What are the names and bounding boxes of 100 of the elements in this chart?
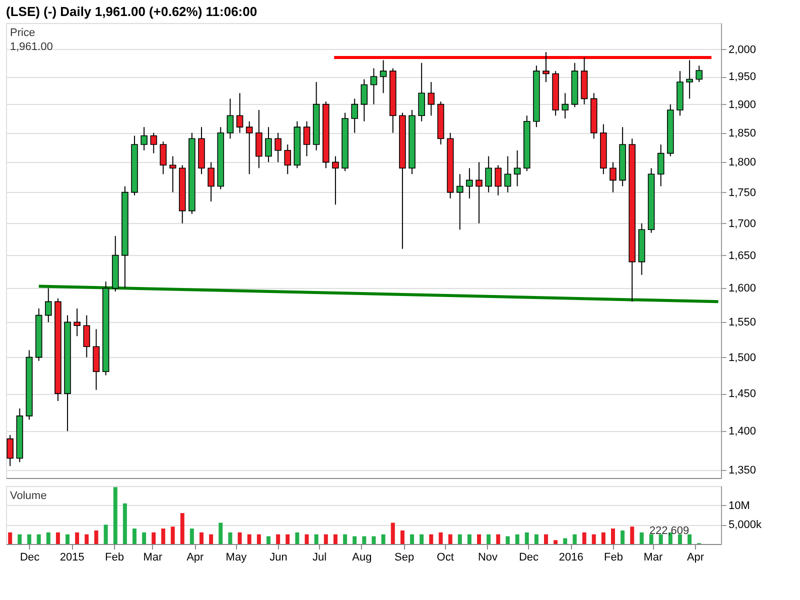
y-tick-label: 2,000 — [728, 44, 756, 56]
x-tick-label: 2015 — [60, 552, 84, 564]
x-tick-label: Nov — [478, 552, 498, 564]
bar — [630, 526, 634, 544]
bar — [410, 534, 414, 544]
bar — [420, 534, 424, 544]
y-tick-label: 1,900 — [728, 98, 756, 111]
bar — [324, 534, 328, 544]
candlestick — [160, 141, 167, 175]
annotation: 1,961.00 — [10, 41, 53, 53]
bar — [56, 532, 60, 544]
candlestick — [456, 174, 464, 230]
candlestick — [74, 308, 80, 337]
bar — [438, 532, 443, 544]
bar — [238, 532, 242, 544]
y-tick-label: 1,950 — [728, 71, 756, 84]
bar — [352, 536, 357, 544]
candlestick — [332, 156, 339, 206]
candlestick — [476, 162, 482, 224]
candlestick — [351, 98, 358, 134]
bar — [688, 534, 692, 544]
bar — [286, 534, 290, 544]
bar — [295, 532, 300, 544]
bar — [132, 528, 137, 544]
candlestick — [360, 78, 368, 122]
bar — [122, 503, 127, 544]
bar — [486, 534, 491, 544]
x-tick-label: Mar — [644, 552, 663, 564]
x-tick-label: Feb — [604, 552, 623, 564]
y-tick-label: 1,550 — [728, 316, 756, 329]
bar — [372, 536, 376, 544]
y-tick-label: 10M — [728, 500, 750, 512]
bar — [554, 540, 558, 544]
bar — [572, 534, 577, 544]
y-tick-label: 1,750 — [728, 186, 756, 199]
bar — [524, 532, 529, 544]
candlestick — [657, 144, 664, 187]
x-tick-label: Sep — [394, 552, 414, 564]
candlestick — [696, 65, 703, 83]
y-tick-label: 1,700 — [728, 218, 756, 230]
bar — [506, 536, 510, 544]
bar — [534, 534, 538, 544]
bar — [496, 534, 500, 544]
bar — [199, 532, 204, 544]
x-tick-label: Apr — [686, 552, 704, 564]
bar — [142, 532, 146, 544]
candlestick — [303, 120, 310, 157]
bar — [170, 526, 175, 544]
bar — [94, 530, 98, 544]
chart-title: (LSE) (-) Daily 1,961.00 (+0.62%) 11:06:00 — [6, 4, 258, 19]
bar — [477, 534, 482, 544]
candlestick — [686, 60, 693, 100]
bar — [582, 532, 586, 544]
bar — [592, 534, 596, 544]
candlestick — [169, 156, 176, 193]
bar — [180, 513, 184, 544]
candlestick — [370, 68, 378, 105]
x-tick-label: Dec — [20, 552, 40, 564]
bar — [247, 534, 252, 544]
bar — [314, 534, 318, 544]
candlestick — [562, 92, 569, 119]
candlestick — [6, 434, 14, 467]
y-tick-label: 1,650 — [728, 250, 756, 262]
y-tick-label: 1,600 — [728, 282, 756, 295]
y-tick-label: 1,500 — [728, 352, 756, 364]
candlestick — [428, 82, 435, 116]
candlestick — [44, 288, 52, 323]
candlestick — [610, 162, 616, 193]
candlestick — [265, 126, 272, 163]
bar — [467, 534, 472, 544]
bar — [218, 522, 223, 544]
x-tick-label: Jul — [312, 552, 327, 564]
candlestick — [226, 98, 234, 140]
candlestick — [208, 162, 214, 202]
candlestick — [380, 60, 387, 94]
bar — [152, 532, 156, 544]
bar — [161, 528, 166, 544]
x-tick-label: Mar — [143, 552, 163, 564]
candlestick — [236, 92, 244, 134]
bar — [304, 534, 309, 544]
y-tick-label: 1,350 — [728, 464, 756, 477]
bar — [36, 534, 41, 544]
bar — [104, 524, 108, 544]
candlestick — [514, 150, 521, 187]
bar — [381, 534, 386, 544]
bar — [209, 534, 214, 544]
bar — [563, 538, 568, 544]
bar — [678, 534, 682, 544]
bar — [658, 534, 663, 544]
candlestick — [284, 144, 292, 175]
candlestick — [418, 62, 425, 122]
bar — [448, 534, 452, 544]
bar — [611, 528, 615, 544]
candlestick — [256, 109, 262, 169]
bar — [362, 536, 366, 544]
candlestick — [485, 156, 492, 193]
bar — [544, 534, 548, 544]
bar — [390, 522, 395, 544]
candlestick — [494, 164, 502, 196]
annotation: Volume — [10, 490, 47, 502]
